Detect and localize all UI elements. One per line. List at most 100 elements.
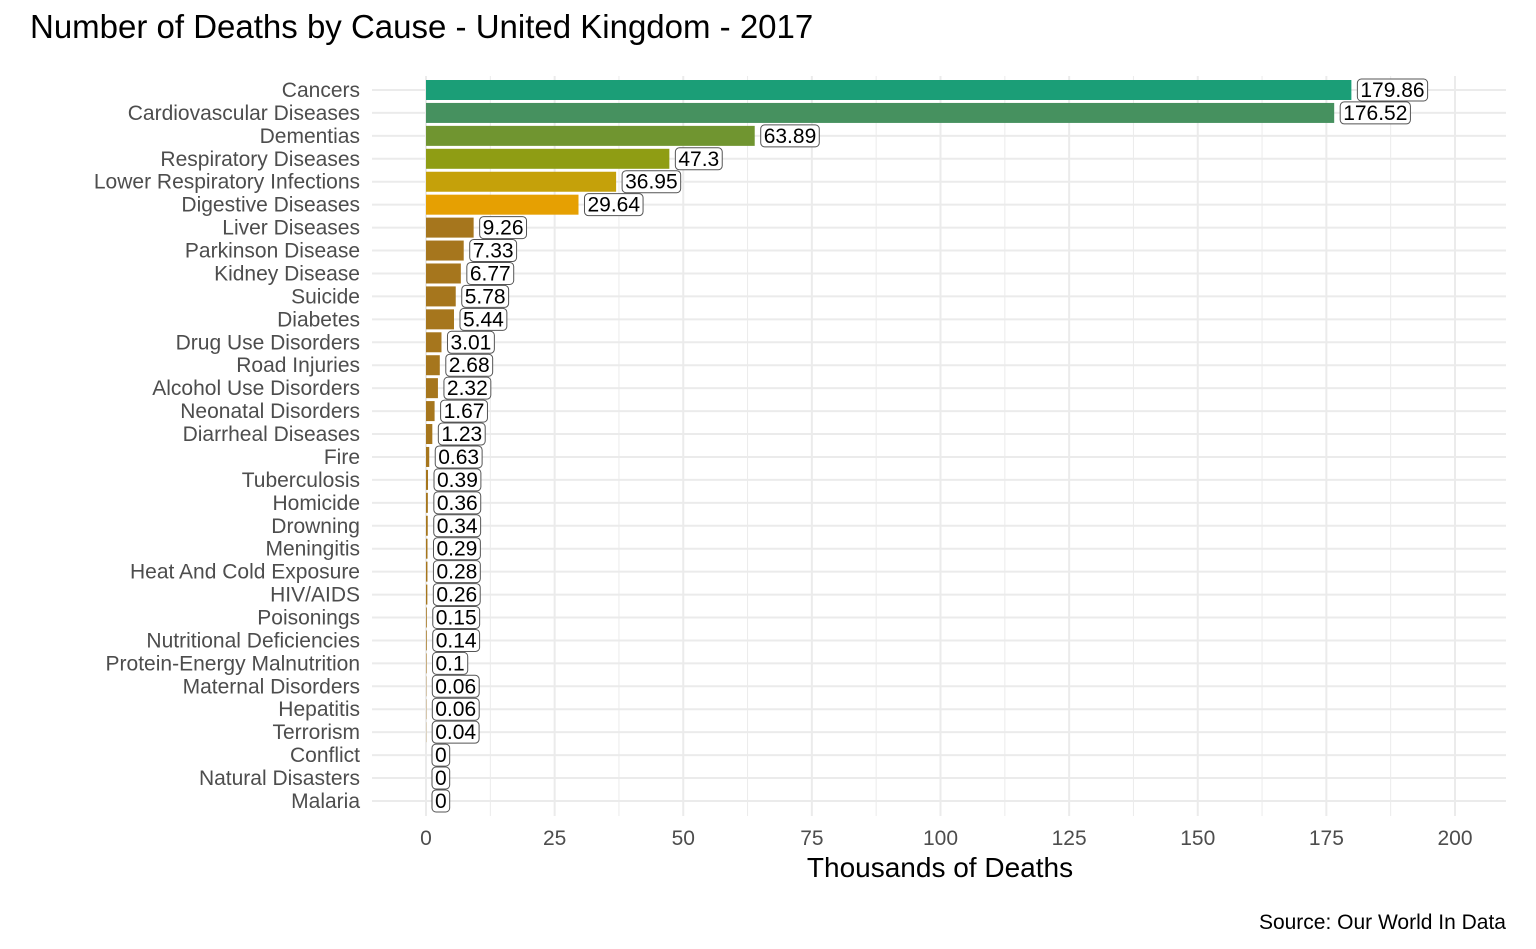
- value-label: 1.23: [437, 422, 486, 446]
- value-label-text: 0: [435, 790, 447, 813]
- category-label: HIV/AIDS: [270, 584, 360, 607]
- value-label-box: [432, 651, 469, 675]
- bar: [426, 492, 428, 513]
- category-label: Lower Respiratory Infections: [94, 171, 360, 194]
- value-label-box: [445, 353, 494, 377]
- category-label: Digestive Diseases: [181, 194, 360, 217]
- bar: [426, 515, 428, 536]
- category-label: Cancers: [282, 79, 360, 102]
- source-caption: Source: Our World In Data: [1259, 911, 1506, 934]
- category-label: Meningitis: [265, 538, 360, 561]
- value-label-text: 9.26: [483, 217, 524, 240]
- value-label: 3.01: [446, 330, 495, 354]
- value-label-box: [431, 720, 480, 744]
- category-label: Cardiovascular Diseases: [128, 102, 360, 125]
- value-label: 0.36: [433, 491, 482, 515]
- value-label: 29.64: [583, 193, 644, 217]
- bar: [426, 424, 433, 445]
- x-tick-label: 25: [543, 827, 566, 850]
- value-label-box: [760, 124, 820, 148]
- value-label: 0.39: [433, 468, 482, 492]
- value-label-box: [469, 239, 518, 263]
- value-label: 179.86: [1356, 78, 1429, 102]
- bar: [426, 378, 438, 399]
- value-label-box: [431, 697, 480, 721]
- category-label: Fire: [324, 446, 360, 469]
- category-label: Dementias: [260, 125, 360, 148]
- value-label-text: 5.44: [463, 308, 504, 331]
- value-label-text: 0: [435, 767, 447, 790]
- value-label-box: [443, 376, 492, 400]
- value-label-box: [432, 537, 481, 561]
- value-label: 0.1: [432, 651, 469, 675]
- value-label: 5.44: [459, 307, 508, 331]
- value-label: 6.77: [466, 261, 515, 285]
- value-label-box: [431, 766, 451, 790]
- category-label: Parkinson Disease: [185, 240, 360, 263]
- category-label: Diabetes: [277, 308, 360, 331]
- category-label: Alcohol Use Disorders: [152, 377, 360, 400]
- bar: [426, 584, 428, 605]
- x-tick-label: 50: [672, 827, 695, 850]
- value-label-box: [621, 170, 682, 194]
- value-label-box: [431, 743, 451, 767]
- value-label-text: 0.63: [438, 446, 479, 469]
- value-label: 47.3: [674, 147, 723, 171]
- bar: [426, 653, 427, 674]
- value-label-text: 176.52: [1343, 102, 1407, 125]
- value-label-text: 0.04: [435, 721, 476, 744]
- category-label: Kidney Disease: [214, 262, 360, 285]
- value-label-box: [1356, 78, 1429, 102]
- value-label-text: 0.26: [436, 584, 477, 607]
- category-label: Neonatal Disorders: [180, 400, 360, 423]
- value-label-text: 7.33: [473, 240, 514, 263]
- category-label: Maternal Disorders: [183, 675, 360, 698]
- value-label: 0: [431, 766, 451, 790]
- value-label: 0.06: [431, 674, 480, 698]
- bar: [426, 309, 454, 330]
- value-label: 63.89: [760, 124, 820, 148]
- category-label: Protein-Energy Malnutrition: [106, 652, 360, 675]
- value-label-text: 1.67: [444, 400, 485, 423]
- value-label: 0.29: [432, 537, 481, 561]
- value-label-text: 0.1: [436, 652, 465, 675]
- value-label-text: 0: [435, 744, 447, 767]
- value-label-text: 0.36: [437, 492, 478, 515]
- value-label-text: 2.32: [447, 377, 488, 400]
- value-label-text: 0.39: [437, 469, 478, 492]
- value-label: 2.68: [445, 353, 494, 377]
- value-label: 36.95: [621, 170, 682, 194]
- bar: [426, 263, 461, 284]
- value-label: 0: [431, 789, 451, 813]
- value-label-text: 0.29: [436, 538, 477, 561]
- bar: [426, 217, 474, 238]
- value-label-box: [432, 560, 481, 584]
- value-label-text: 0.28: [436, 561, 477, 584]
- bars-layer: [426, 80, 1352, 743]
- value-label: 0.04: [431, 720, 480, 744]
- category-label: Respiratory Diseases: [160, 148, 360, 171]
- value-label-text: 63.89: [764, 125, 817, 148]
- x-tick-label: 100: [923, 827, 958, 850]
- category-label: Road Injuries: [236, 354, 360, 377]
- category-label: Tuberculosis: [242, 469, 360, 492]
- bar: [426, 148, 670, 169]
- bar: [426, 125, 755, 146]
- category-label: Terrorism: [273, 721, 361, 744]
- bar: [426, 355, 440, 376]
- category-label: Heat And Cold Exposure: [130, 561, 360, 584]
- x-tick-label: 0: [420, 827, 432, 850]
- x-axis-title: Thousands of Deaths: [807, 852, 1073, 883]
- value-label: 0.14: [432, 628, 481, 652]
- value-label-text: 0.06: [435, 675, 476, 698]
- value-label-box: [1339, 101, 1411, 125]
- x-tick-label: 175: [1309, 827, 1344, 850]
- category-label: Conflict: [290, 744, 360, 767]
- value-label-box: [461, 284, 510, 308]
- value-label: 5.78: [461, 284, 510, 308]
- value-label-box: [433, 491, 482, 515]
- value-label-box: [583, 193, 644, 217]
